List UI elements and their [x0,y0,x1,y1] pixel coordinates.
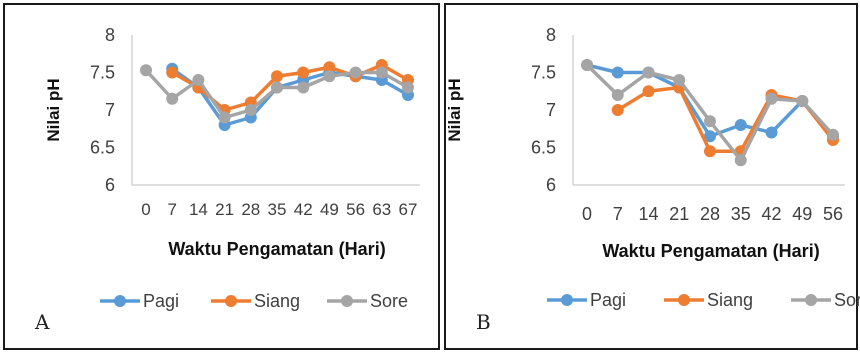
legend-marker-siang [678,294,690,306]
data-point-sore [611,89,624,101]
y-tick-label: 8 [546,25,556,45]
data-point-sore [192,74,205,86]
legend-label-pagi: Pagi [143,291,179,311]
data-point-pagi [611,66,624,79]
data-point-sore [218,111,231,124]
chart-panel-a: 6 6.5 7 7.5 8 0 7 14 21 28 35 42 49 56 63 67 Nilai pH Wak… [3,3,440,350]
x-tick-label: 28 [241,200,260,219]
x-tick-label: 42 [761,204,781,224]
y-axis-label: Nilai pH [44,78,63,141]
legend-marker-sore [341,295,353,307]
data-point-sore [765,92,778,105]
x-tick-label: 14 [638,204,658,224]
x-tick-label: 0 [582,204,592,224]
legend-marker-pagi [561,294,573,306]
data-point-sore [166,92,179,105]
y-tick-label: 7 [105,100,115,120]
data-point-sore [402,81,414,94]
x-tick-label: 0 [141,200,150,219]
data-point-siang [297,66,310,79]
data-point-sore [271,81,283,94]
y-axis-label: Nilai pH [445,78,464,141]
y-tick-label: 6.5 [531,138,556,158]
x-tick-label: 35 [731,204,751,224]
x-tick-label: 21 [215,200,234,219]
panel-letter-a: A [35,310,50,334]
x-axis-label: Waktu Pengamatan (Hari) [602,241,819,261]
legend-marker-pagi [114,295,126,307]
legend-label-siang: Siang [707,290,753,310]
data-point-sore [734,154,747,167]
data-point-siang [166,66,179,79]
y-tick-label: 6 [105,175,115,195]
x-tick-label: 56 [346,200,365,219]
data-point-sore [796,95,809,107]
y-tick-label: 7.5 [531,63,556,83]
data-point-siang [271,70,283,83]
legend-label-sore: Sore [834,290,860,310]
y-tick-label: 7.5 [90,63,115,83]
data-point-sore [244,104,257,116]
y-tick-label: 7 [546,100,556,120]
legend-label-siang: Siang [254,291,300,311]
data-point-pagi [704,130,716,143]
x-tick-label: 49 [320,200,339,219]
legend-label-pagi: Pagi [590,290,626,310]
x-tick-label: 49 [792,204,812,224]
data-point-sore [581,59,593,71]
x-axis-label: Waktu Pengamatan (Hari) [168,239,385,259]
data-point-sore [827,128,839,141]
chart-b-svg: 6 6.5 7 7.5 8 0 7 14 21 28 35 42 49 56 Nilai pH Waktu P… [445,25,860,310]
series-line-pagi [170,67,410,127]
legend-label-sore: Sore [370,291,408,311]
chart-panel-b: 6 6.5 7 7.5 8 0 7 14 21 28 35 42 49 56 Nilai pH Waktu P… [444,3,860,350]
data-point-siang [704,145,716,158]
data-point-siang [611,104,624,116]
y-tick-label: 8 [105,25,115,45]
x-tick-label: 7 [167,200,176,219]
data-point-pagi [765,126,778,139]
data-point-sore [297,81,310,94]
panel-letter-b: B [476,310,491,334]
data-point-siang [642,85,655,98]
legend-marker-sore [805,294,817,306]
x-tick-label: 28 [700,204,720,224]
x-tick-label: 35 [268,200,287,219]
data-point-sore [673,74,686,86]
data-point-sore [375,66,388,79]
x-tick-label: 42 [294,200,313,219]
y-tick-label: 6.5 [90,138,115,158]
data-point-pagi [734,119,747,131]
x-tick-label: 7 [613,204,623,224]
x-tick-label: 63 [372,200,391,219]
x-tick-label: 21 [669,204,689,224]
data-point-sore [642,66,655,79]
x-tick-label: 67 [399,200,418,219]
data-point-sore [704,115,716,128]
data-point-siang [323,61,336,74]
y-tick-label: 6 [546,175,556,195]
data-point-sore [349,66,362,79]
data-point-sore [323,70,336,83]
x-tick-label: 56 [823,204,843,224]
x-tick-label: 14 [189,200,208,219]
legend-marker-siang [225,295,237,307]
data-point-sore [140,64,152,77]
